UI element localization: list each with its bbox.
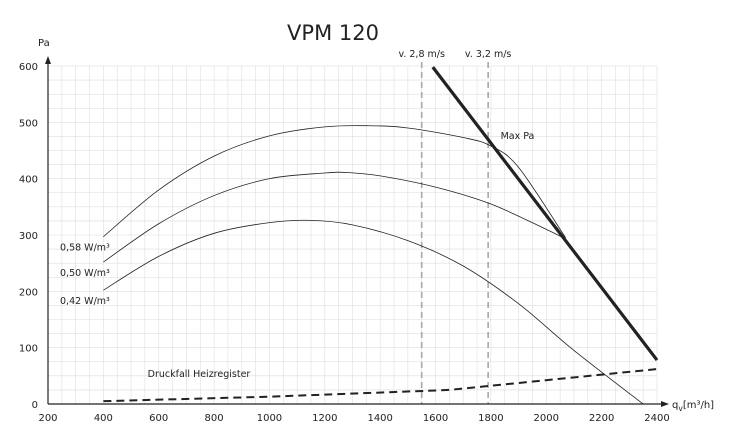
chart-annotation: Max Pa xyxy=(501,131,535,142)
grid xyxy=(47,65,658,405)
velocity-lines: v. 2,8 m/s v. 3,2 m/s xyxy=(398,49,511,404)
series-label: 0,58 W/m³ xyxy=(60,243,110,254)
series-line xyxy=(103,171,566,263)
velocity-label: v. 2,8 m/s xyxy=(398,49,445,60)
y-axis-label: Pa xyxy=(38,38,50,49)
y-tick-label: 100 xyxy=(19,344,38,355)
x-axis-arrow xyxy=(661,401,669,407)
series-lines xyxy=(103,66,659,405)
x-tick-label: 1600 xyxy=(423,413,448,424)
y-tick-label: 0 xyxy=(32,400,38,411)
y-tick-label: 300 xyxy=(19,231,38,242)
chart-annotation: Druckfall Heizregister xyxy=(148,369,251,380)
chart-title: VPM 120 xyxy=(287,21,379,45)
x-tick-label: 400 xyxy=(94,413,113,424)
y-axis-arrow xyxy=(45,56,51,64)
y-tick-label: 200 xyxy=(19,287,38,298)
x-tick-label: 1400 xyxy=(367,413,392,424)
series-labels: 0,58 W/m³ 0,50 W/m³ 0,42 W/m³ Max Pa Druckfa… xyxy=(60,131,534,380)
max-pa-line xyxy=(431,66,659,362)
x-axis-label: qv[m³/h] xyxy=(672,400,714,413)
series-label: 0,50 W/m³ xyxy=(60,268,110,279)
x-tick-label: 1800 xyxy=(478,413,503,424)
x-tick-label: 2400 xyxy=(644,413,669,424)
pressure-drop-line xyxy=(103,368,658,403)
x-tick-label: 600 xyxy=(149,413,168,424)
tick-labels: 200 400 600 800 1000 1200 1400 1600 1800 2000 2200… xyxy=(19,62,670,424)
y-tick-label: 500 xyxy=(19,118,38,129)
series-line xyxy=(103,125,566,239)
y-tick-label: 600 xyxy=(19,62,38,73)
x-tick-label: 800 xyxy=(205,413,224,424)
x-tick-label: 1000 xyxy=(257,413,282,424)
x-tick-label: 1200 xyxy=(312,413,337,424)
x-tick-label: 2200 xyxy=(589,413,614,424)
x-tick-label: 2000 xyxy=(534,413,559,424)
axes xyxy=(45,56,669,407)
series-line xyxy=(103,219,644,405)
y-tick-label: 400 xyxy=(19,175,38,186)
velocity-label: v. 3,2 m/s xyxy=(465,49,512,60)
series-label: 0,42 W/m³ xyxy=(60,296,110,307)
x-tick-label: 200 xyxy=(38,413,57,424)
